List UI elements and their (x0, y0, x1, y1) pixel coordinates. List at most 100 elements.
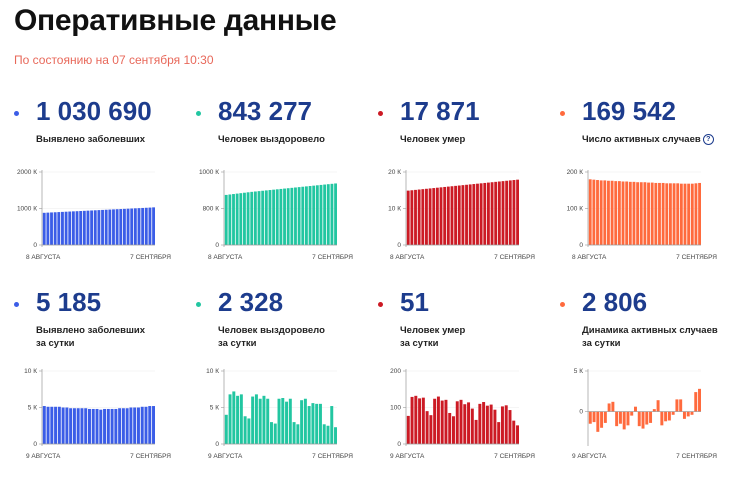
bar (54, 406, 58, 444)
bar (243, 192, 246, 245)
stat-label-line1: Динамика активных случаев (582, 325, 718, 336)
bar (418, 398, 422, 444)
bar (68, 211, 72, 245)
bar (478, 403, 482, 444)
bar (268, 190, 272, 245)
bar (603, 180, 607, 245)
bar (99, 409, 103, 444)
bar (476, 183, 479, 245)
stat-card-daily-cases: 5 185 Выявлено заболевших за сутки 0 5 К 10… (14, 287, 184, 477)
bar (654, 182, 658, 245)
stat-label-line1: Выявлено заболевших (36, 134, 145, 145)
bar (97, 210, 101, 245)
bar (459, 399, 463, 444)
bar (504, 405, 508, 444)
bar (297, 187, 301, 245)
bar (110, 408, 114, 444)
y-tick-label: 800 К (203, 206, 220, 213)
bar (95, 408, 99, 444)
bar (275, 189, 279, 245)
bar (303, 398, 307, 444)
bar (452, 416, 455, 444)
stat-label-line1: Число активных случаев (582, 134, 701, 145)
bar (472, 184, 476, 245)
stat-label: Человек выздоровело за сутки (218, 324, 325, 350)
bar (665, 183, 669, 245)
bar (615, 411, 619, 427)
stat-value: 169 542 (582, 96, 676, 126)
bar (80, 408, 84, 444)
series-dot (378, 111, 383, 116)
bar (334, 183, 337, 245)
bar (652, 409, 656, 412)
bar (257, 191, 261, 245)
bar (224, 414, 228, 444)
bar (446, 186, 450, 245)
bar (246, 192, 250, 245)
bar (611, 401, 615, 412)
bar (448, 412, 452, 444)
info-icon[interactable]: ? (702, 133, 714, 145)
stat-card-total-deaths: 17 871 Человек умер 0 10 К 20 К 8 АВГУСТА 7 … (378, 96, 548, 286)
bar (607, 180, 610, 245)
stat-label-line2: за сутки (582, 338, 621, 349)
bar (508, 180, 512, 245)
bar (625, 181, 629, 245)
y-tick-label: 5 К (574, 368, 583, 375)
bar (435, 187, 439, 245)
bar (315, 403, 319, 444)
chart-daily-deaths: 0 100 200 9 АВГУСТА 7 СЕНТЯБРЯ (390, 368, 535, 460)
stat-card-total-cases: 1 030 690 Выявлено заболевших 0 1000 К 200… (14, 96, 184, 286)
bar (296, 424, 300, 444)
bar (592, 179, 596, 245)
bar (65, 407, 69, 444)
x-start-label: 9 АВГУСТА (26, 453, 61, 460)
x-end-label: 7 СЕНТЯБРЯ (676, 254, 717, 261)
bar (649, 411, 653, 423)
bar (125, 408, 129, 444)
stat-value: 1 030 690 (36, 96, 152, 126)
stat-value: 2 328 (218, 287, 284, 317)
bar (622, 411, 626, 430)
bar (108, 209, 112, 245)
bar (57, 212, 61, 245)
bar (42, 212, 46, 245)
bar (414, 189, 417, 245)
bar (470, 408, 474, 444)
bar (262, 395, 266, 444)
bar (281, 398, 285, 444)
x-start-label: 8 АВГУСТА (572, 254, 607, 261)
bar (461, 185, 465, 245)
y-tick-label: 200 К (567, 169, 584, 176)
bar (277, 398, 281, 444)
bar (258, 398, 262, 444)
bar (698, 388, 701, 412)
bar (439, 187, 443, 245)
bar (290, 187, 294, 245)
bar (88, 408, 91, 444)
bar (637, 411, 641, 427)
bar (643, 182, 647, 245)
bar (497, 422, 501, 444)
bar (283, 188, 286, 245)
bar (71, 211, 75, 245)
x-end-label: 7 СЕНТЯБРЯ (130, 254, 171, 261)
bar (253, 191, 257, 245)
bar (137, 208, 141, 245)
bar (467, 402, 471, 444)
bar (592, 411, 596, 423)
bar (141, 207, 145, 245)
x-end-label: 7 СЕНТЯБРЯ (312, 453, 353, 460)
bar (152, 207, 155, 245)
bar (121, 408, 125, 444)
stat-label: Число активных случаев? (582, 133, 714, 146)
bar (140, 406, 144, 444)
bar (457, 185, 461, 245)
bar (104, 209, 108, 245)
bar (668, 183, 672, 245)
bar (607, 403, 611, 412)
timestamp-subtitle: По состоянию на 07 сентября 10:30 (14, 53, 214, 67)
stat-value: 843 277 (218, 96, 312, 126)
chart-daily-recovered: 0 5 К 10 К 9 АВГУСТА 7 СЕНТЯБРЯ (206, 368, 353, 460)
bar (326, 425, 330, 444)
